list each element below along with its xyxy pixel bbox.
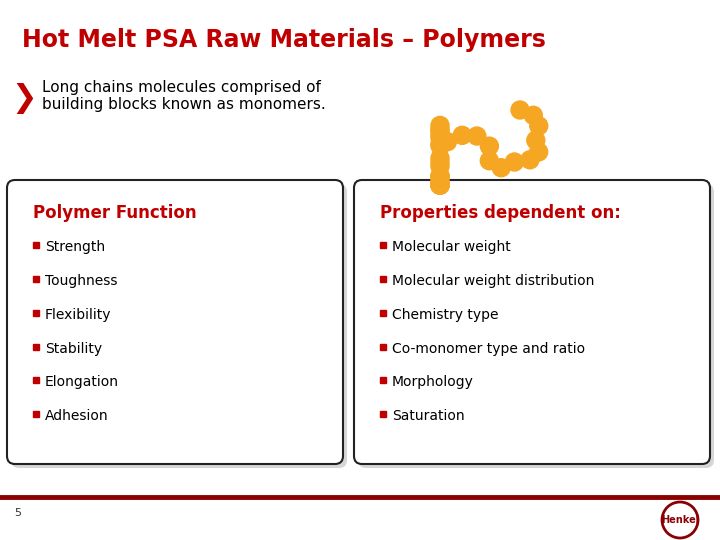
Bar bbox=[33, 343, 39, 349]
Circle shape bbox=[431, 176, 449, 194]
Circle shape bbox=[431, 176, 449, 194]
FancyBboxPatch shape bbox=[358, 184, 714, 468]
Circle shape bbox=[431, 168, 449, 186]
Text: building blocks known as monomers.: building blocks known as monomers. bbox=[42, 97, 325, 112]
Circle shape bbox=[431, 121, 449, 139]
Circle shape bbox=[527, 131, 545, 150]
Text: Polymer Function: Polymer Function bbox=[33, 204, 197, 222]
Text: Toughness: Toughness bbox=[45, 274, 117, 288]
Circle shape bbox=[662, 502, 698, 538]
Text: Henkel: Henkel bbox=[661, 515, 699, 525]
Text: Flexibility: Flexibility bbox=[45, 308, 112, 322]
Text: Strength: Strength bbox=[45, 240, 105, 254]
Circle shape bbox=[431, 149, 449, 167]
Circle shape bbox=[524, 106, 542, 124]
FancyBboxPatch shape bbox=[7, 180, 343, 464]
Bar bbox=[380, 242, 386, 248]
Bar bbox=[33, 276, 39, 282]
Text: Long chains molecules comprised of: Long chains molecules comprised of bbox=[42, 80, 321, 95]
Bar bbox=[380, 343, 386, 349]
Text: Stability: Stability bbox=[45, 341, 102, 355]
Circle shape bbox=[505, 153, 523, 171]
Circle shape bbox=[431, 167, 449, 185]
FancyBboxPatch shape bbox=[11, 184, 347, 468]
Text: Co-monomer type and ratio: Co-monomer type and ratio bbox=[392, 341, 585, 355]
Circle shape bbox=[511, 101, 529, 119]
Bar bbox=[380, 276, 386, 282]
Circle shape bbox=[431, 137, 449, 155]
Bar bbox=[380, 411, 386, 417]
Text: Elongation: Elongation bbox=[45, 375, 119, 389]
FancyBboxPatch shape bbox=[354, 180, 710, 464]
Circle shape bbox=[431, 153, 449, 171]
Circle shape bbox=[492, 159, 510, 177]
Bar bbox=[33, 309, 39, 316]
Circle shape bbox=[453, 126, 471, 144]
Bar bbox=[33, 242, 39, 248]
Circle shape bbox=[431, 176, 449, 194]
Circle shape bbox=[431, 176, 449, 194]
Circle shape bbox=[431, 176, 449, 194]
Circle shape bbox=[431, 157, 449, 176]
Circle shape bbox=[530, 117, 548, 135]
Circle shape bbox=[480, 137, 498, 155]
Circle shape bbox=[521, 151, 539, 169]
Circle shape bbox=[530, 143, 548, 161]
Text: ❯: ❯ bbox=[12, 83, 37, 113]
Bar bbox=[380, 377, 386, 383]
Text: 5: 5 bbox=[14, 508, 21, 518]
Text: Hot Melt PSA Raw Materials – Polymers: Hot Melt PSA Raw Materials – Polymers bbox=[22, 28, 546, 52]
Circle shape bbox=[431, 117, 449, 134]
Text: Chemistry type: Chemistry type bbox=[392, 308, 498, 322]
Circle shape bbox=[438, 133, 456, 151]
Circle shape bbox=[431, 125, 449, 144]
Text: Adhesion: Adhesion bbox=[45, 409, 109, 423]
Circle shape bbox=[431, 129, 449, 147]
Circle shape bbox=[431, 176, 449, 194]
Circle shape bbox=[480, 152, 498, 170]
Bar bbox=[33, 377, 39, 383]
Text: Morphology: Morphology bbox=[392, 375, 474, 389]
Circle shape bbox=[431, 122, 449, 139]
Text: Molecular weight: Molecular weight bbox=[392, 240, 510, 254]
Bar bbox=[380, 309, 386, 316]
Circle shape bbox=[431, 167, 449, 185]
Bar bbox=[33, 411, 39, 417]
Text: Properties dependent on:: Properties dependent on: bbox=[380, 204, 621, 222]
Circle shape bbox=[431, 171, 449, 189]
Text: Molecular weight distribution: Molecular weight distribution bbox=[392, 274, 595, 288]
Circle shape bbox=[431, 135, 449, 153]
Circle shape bbox=[468, 127, 486, 145]
Text: Saturation: Saturation bbox=[392, 409, 464, 423]
